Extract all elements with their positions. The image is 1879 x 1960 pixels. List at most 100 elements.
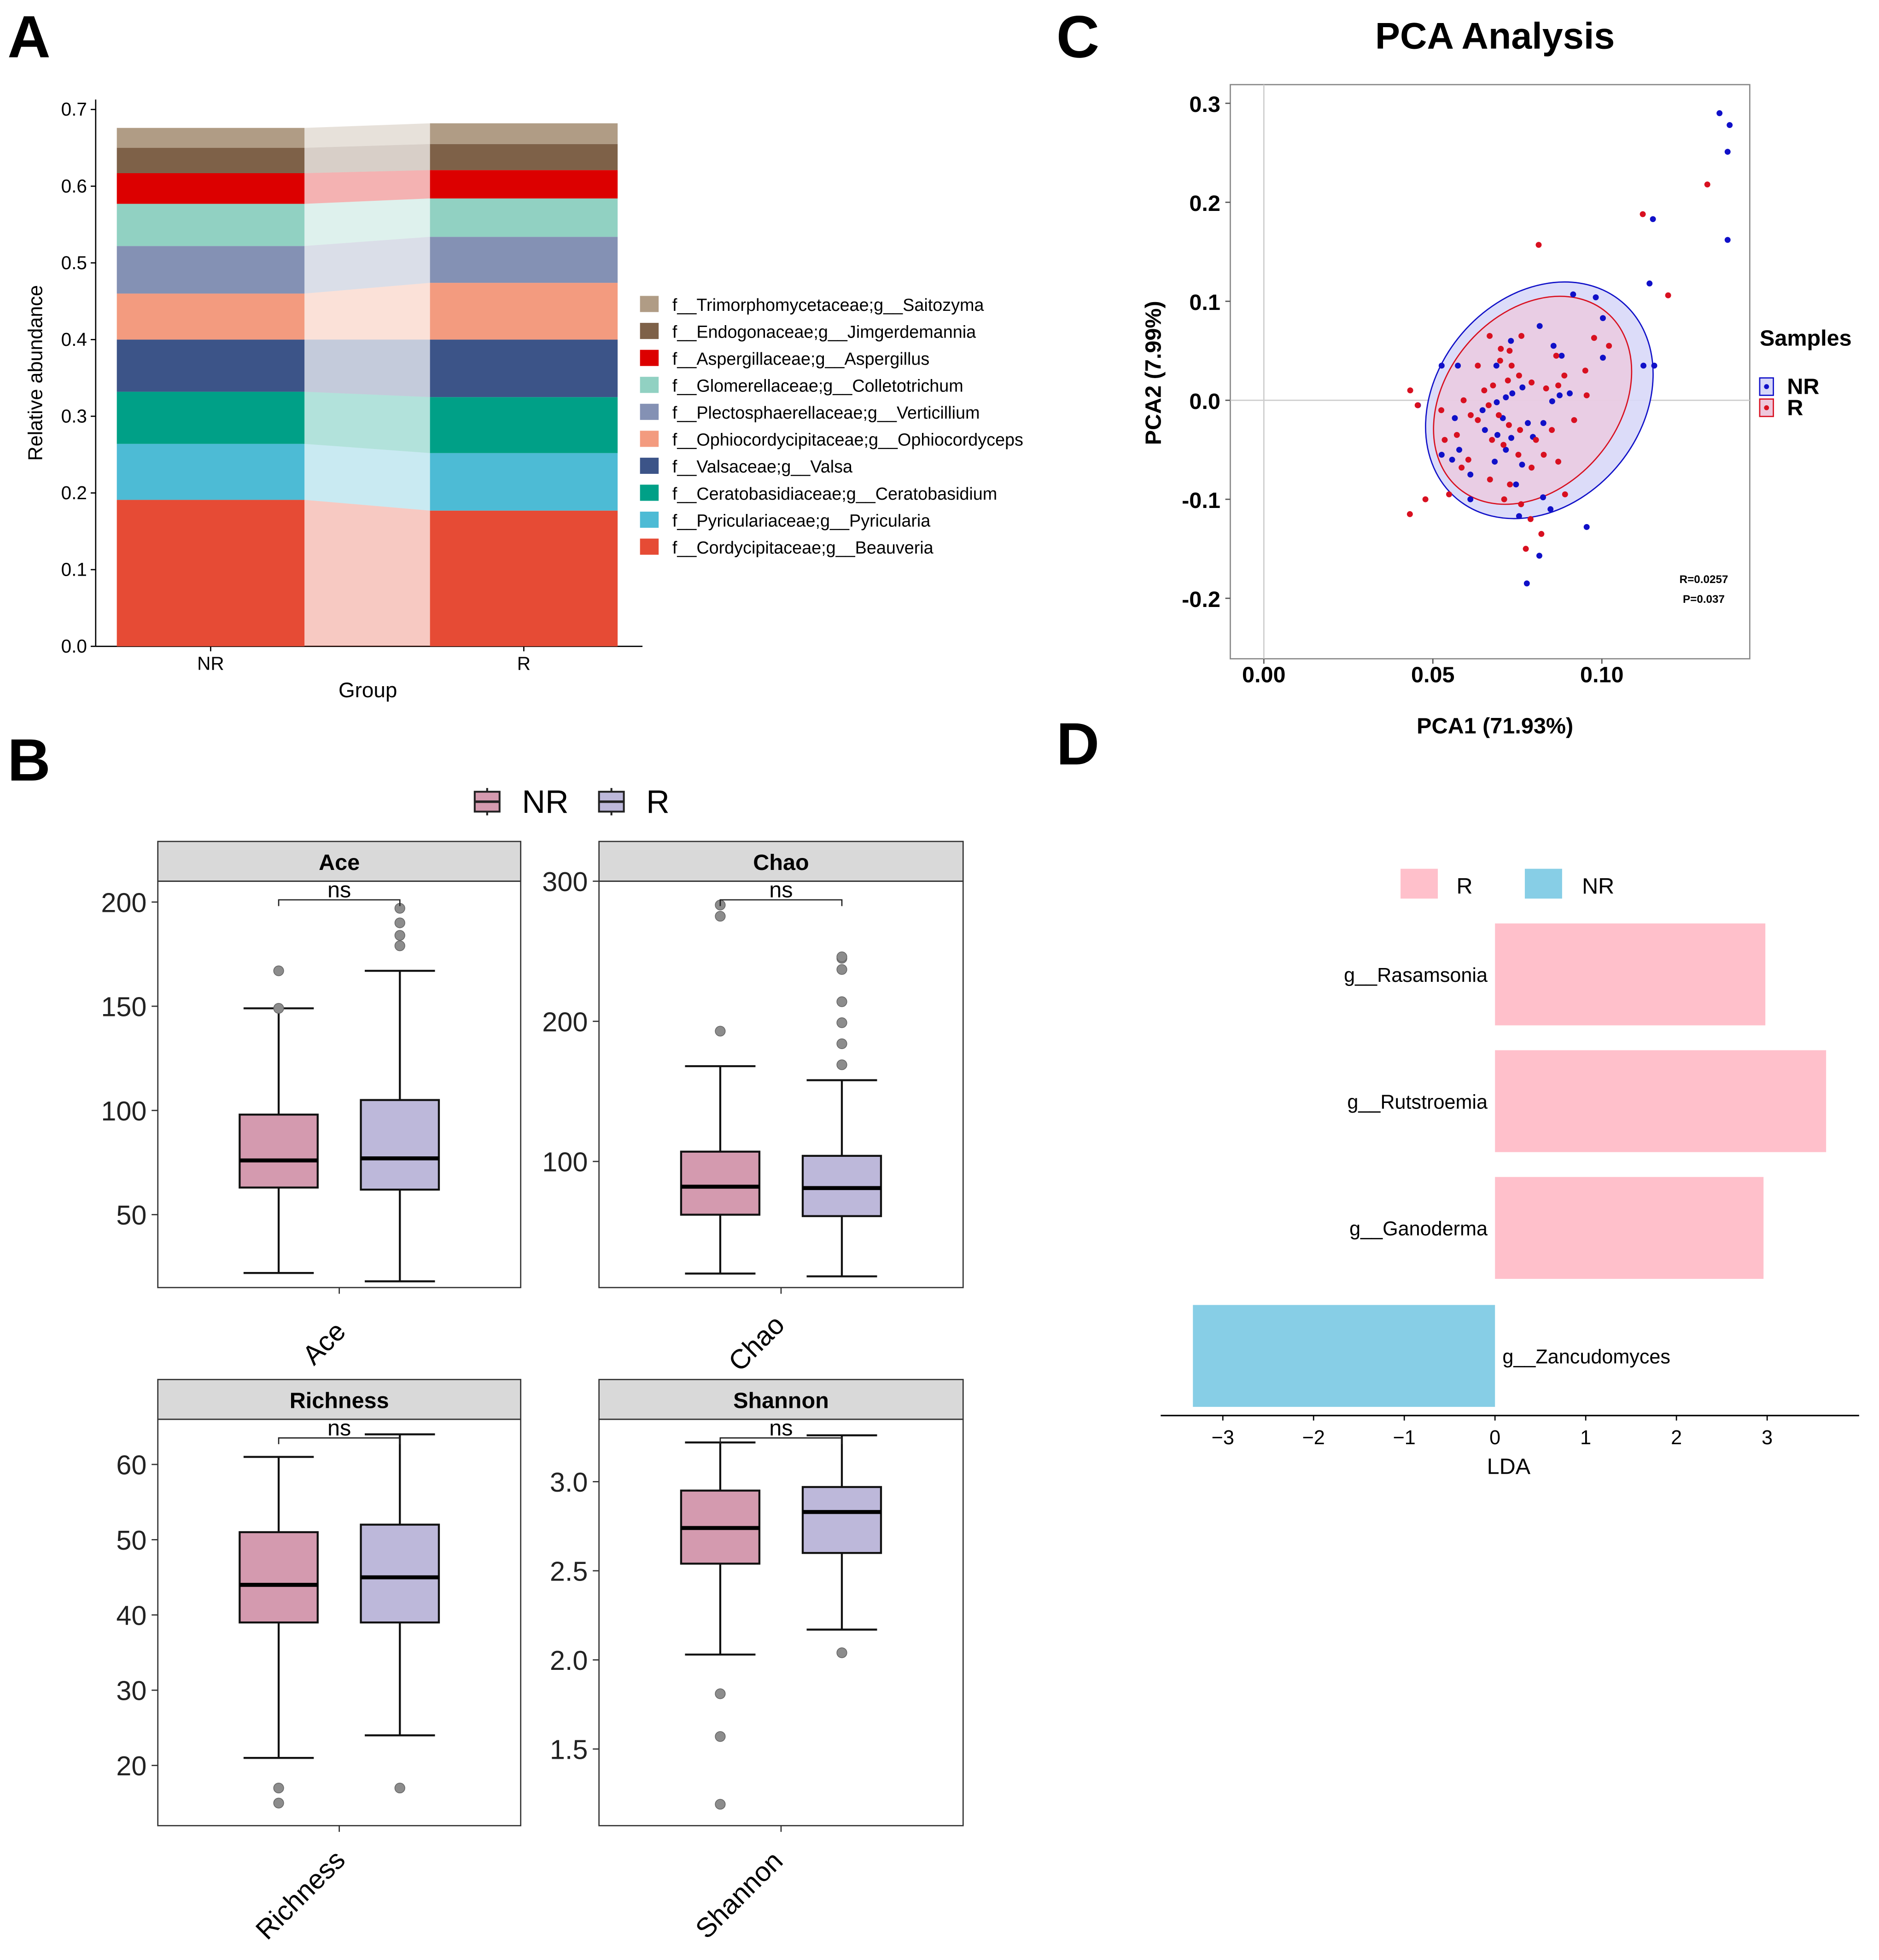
pca-point bbox=[1549, 398, 1555, 404]
outlier-point bbox=[836, 1017, 847, 1028]
bar-segment bbox=[117, 173, 305, 204]
pca-point bbox=[1479, 407, 1486, 414]
box-iqr bbox=[239, 1531, 319, 1624]
legend-label: f__Glomerellaceae;g__Colletotrichum bbox=[672, 377, 963, 396]
pca-point bbox=[1475, 417, 1481, 423]
outlier-point bbox=[715, 1799, 726, 1810]
pca-point bbox=[1549, 427, 1555, 433]
legend-swatch bbox=[640, 511, 659, 528]
box-iqr bbox=[801, 1486, 882, 1554]
panel-label-b: B bbox=[7, 727, 51, 793]
y-tick-label: 0.2 bbox=[61, 482, 87, 503]
x-tick-label: 0.10 bbox=[1580, 663, 1624, 688]
pca-point bbox=[1487, 332, 1493, 339]
x-axis-title: PCA1 (71.93%) bbox=[1417, 713, 1573, 738]
pca-point bbox=[1727, 122, 1733, 128]
pca-point bbox=[1449, 456, 1455, 463]
outlier-point bbox=[715, 1026, 726, 1037]
outlier-point bbox=[273, 1797, 284, 1808]
panel-c-pca-scatter: PCA Analysis 0.00 0.05 0.10 -0.2 -0.1 0.0 0.1 0.… bbox=[1141, 16, 1851, 739]
panel-label-d: D bbox=[1056, 711, 1100, 777]
pca-point bbox=[1550, 343, 1557, 349]
facet-title: Richness bbox=[290, 1388, 389, 1413]
x-tick-label: −2 bbox=[1302, 1427, 1325, 1449]
pca-point bbox=[1523, 580, 1530, 587]
y-tick-label: 200 bbox=[542, 1006, 588, 1037]
significance-bracket bbox=[278, 899, 401, 906]
legend-label: f__Cordycipitaceae;g__Beauveria bbox=[672, 538, 934, 558]
x-tick-label: R bbox=[517, 653, 531, 674]
pca-point bbox=[1533, 437, 1539, 443]
alluvial-flow bbox=[304, 283, 430, 340]
pca-point bbox=[1460, 397, 1467, 403]
plot-border bbox=[1230, 84, 1751, 659]
y-tick-label: 0.6 bbox=[61, 175, 87, 197]
pca-point bbox=[1494, 432, 1500, 438]
pca-point bbox=[1541, 451, 1547, 458]
legend-swatch bbox=[640, 484, 659, 501]
y-tick-label: 150 bbox=[101, 992, 146, 1022]
outlier-point bbox=[273, 1782, 284, 1794]
y-tick-label: 0.2 bbox=[1189, 191, 1220, 216]
box-iqr bbox=[360, 1523, 440, 1624]
confidence-ellipse bbox=[1433, 296, 1633, 505]
y-tick-label: 1.5 bbox=[550, 1734, 588, 1765]
pca-point bbox=[1724, 237, 1731, 243]
pca-point bbox=[1513, 481, 1519, 488]
outlier-point bbox=[836, 1038, 847, 1050]
legend-label: NR bbox=[1582, 874, 1614, 898]
facet-strip bbox=[157, 840, 521, 882]
pca-point bbox=[1495, 412, 1502, 418]
significance-bracket bbox=[278, 1437, 401, 1444]
pca-point bbox=[1562, 491, 1568, 497]
lda-bar bbox=[1495, 1177, 1764, 1279]
pca-point bbox=[1527, 516, 1534, 522]
panel-a-stacked-bar-chart: 0.0 0.1 0.2 0.3 0.4 0.5 0.6 0.7 Relative abundan… bbox=[25, 99, 1023, 702]
pca-point bbox=[1599, 315, 1606, 321]
y-tick-label: 0.7 bbox=[61, 99, 87, 120]
outlier-point bbox=[715, 910, 726, 922]
pca-point bbox=[1467, 471, 1474, 478]
pca-point bbox=[1508, 338, 1514, 344]
facet-title: Shannon bbox=[733, 1388, 829, 1413]
y-tick-label: 50 bbox=[116, 1200, 146, 1231]
bar-segment bbox=[430, 397, 618, 453]
y-tick-label: 0.4 bbox=[61, 329, 87, 350]
y-tick-label: 60 bbox=[116, 1450, 146, 1481]
legend-label: f__Pyriculariaceae;g__Pyricularia bbox=[672, 511, 930, 531]
y-tick-label: 200 bbox=[101, 887, 146, 918]
legend-label: R bbox=[1457, 874, 1473, 898]
pca-point bbox=[1501, 496, 1507, 502]
pca-point bbox=[1518, 501, 1524, 508]
pca-point bbox=[1508, 435, 1515, 441]
legend-swatch-nr bbox=[1524, 869, 1562, 899]
significance-label: ns bbox=[327, 1416, 351, 1441]
bar-segment bbox=[430, 144, 618, 170]
y-tick-label: 0.3 bbox=[61, 405, 87, 426]
pca-point bbox=[1407, 387, 1413, 394]
y-tick-label: 0.5 bbox=[61, 252, 87, 273]
pca-point bbox=[1536, 323, 1543, 329]
y-tick-label: -0.2 bbox=[1182, 587, 1220, 612]
y-tick-label: 100 bbox=[101, 1096, 146, 1126]
pca-point bbox=[1555, 458, 1562, 465]
pca-point bbox=[1438, 407, 1445, 414]
legend-label: R bbox=[1787, 396, 1803, 420]
legend-label: f__Plectosphaerellaceae;g__Verticillium bbox=[672, 403, 980, 423]
alluvial-flow bbox=[304, 443, 430, 511]
bar-segment bbox=[117, 128, 305, 148]
alluvial-flow bbox=[304, 339, 430, 397]
y-tick-label: 50 bbox=[116, 1525, 146, 1556]
outlier-point bbox=[273, 965, 284, 976]
significance-label: ns bbox=[769, 1416, 793, 1441]
outlier-point bbox=[273, 1003, 284, 1014]
x-tick-label: 0 bbox=[1489, 1427, 1500, 1449]
bar-label: g__Zancudomyces bbox=[1502, 1346, 1670, 1368]
pca-point bbox=[1456, 447, 1462, 453]
panel-d-lda-bar-chart: −3 −2 −1 0 1 2 3 LDA R NR g__Rasamsonia g__Rutstroe… bbox=[1161, 869, 1859, 1479]
x-axis-title: Group bbox=[338, 678, 397, 702]
pca-point bbox=[1500, 442, 1507, 448]
pca-point bbox=[1498, 345, 1504, 352]
x-tick-label: −1 bbox=[1393, 1427, 1416, 1449]
